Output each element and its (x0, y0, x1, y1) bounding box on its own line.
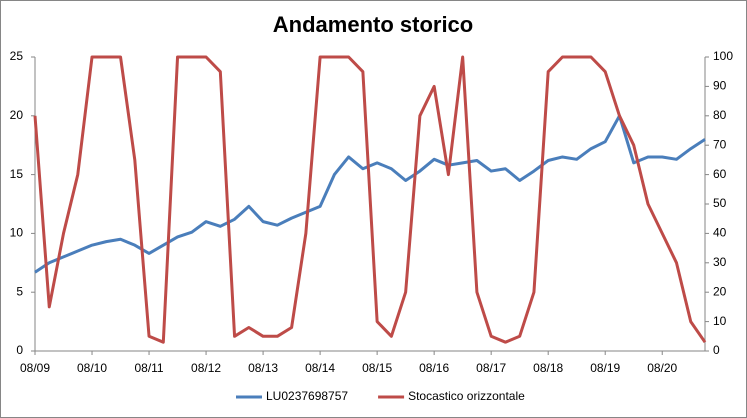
x-tick-label: 08/14 (305, 361, 335, 375)
chart-title: Andamento storico (273, 12, 473, 37)
x-tick-label: 08/20 (647, 361, 677, 375)
y2-tick-label: 10 (713, 314, 727, 328)
x-tick-label: 08/13 (248, 361, 278, 375)
y2-tick-label: 90 (713, 79, 727, 93)
y-tick-label: 5 (16, 284, 23, 298)
y2-tick-label: 100 (713, 49, 733, 63)
y2-tick-label: 50 (713, 196, 727, 210)
x-tick-label: 08/19 (590, 361, 620, 375)
legend-label: LU0237698757 (266, 389, 348, 403)
x-tick-label: 08/16 (419, 361, 449, 375)
x-tick-label: 08/09 (20, 361, 50, 375)
x-tick-label: 08/17 (476, 361, 506, 375)
y-tick-label: 10 (10, 226, 24, 240)
y-tick-label: 25 (10, 49, 24, 63)
x-tick-label: 08/10 (77, 361, 107, 375)
y2-tick-label: 20 (713, 284, 727, 298)
y2-tick-label: 30 (713, 255, 727, 269)
x-tick-label: 08/18 (533, 361, 563, 375)
y-tick-label: 0 (16, 343, 23, 357)
y2-tick-label: 60 (713, 167, 727, 181)
x-tick-label: 08/12 (191, 361, 221, 375)
x-tick-label: 08/11 (134, 361, 163, 375)
series-line (33, 55, 707, 344)
legend-label: Stocastico orizzontale (408, 389, 525, 403)
y2-tick-label: 0 (713, 343, 720, 357)
y2-tick-label: 80 (713, 108, 727, 122)
series-line (34, 114, 706, 274)
y2-tick-label: 70 (713, 137, 727, 151)
y-tick-label: 20 (10, 108, 24, 122)
y-tick-label: 15 (10, 167, 24, 181)
y2-tick-label: 40 (713, 226, 727, 240)
x-tick-label: 08/15 (362, 361, 392, 375)
